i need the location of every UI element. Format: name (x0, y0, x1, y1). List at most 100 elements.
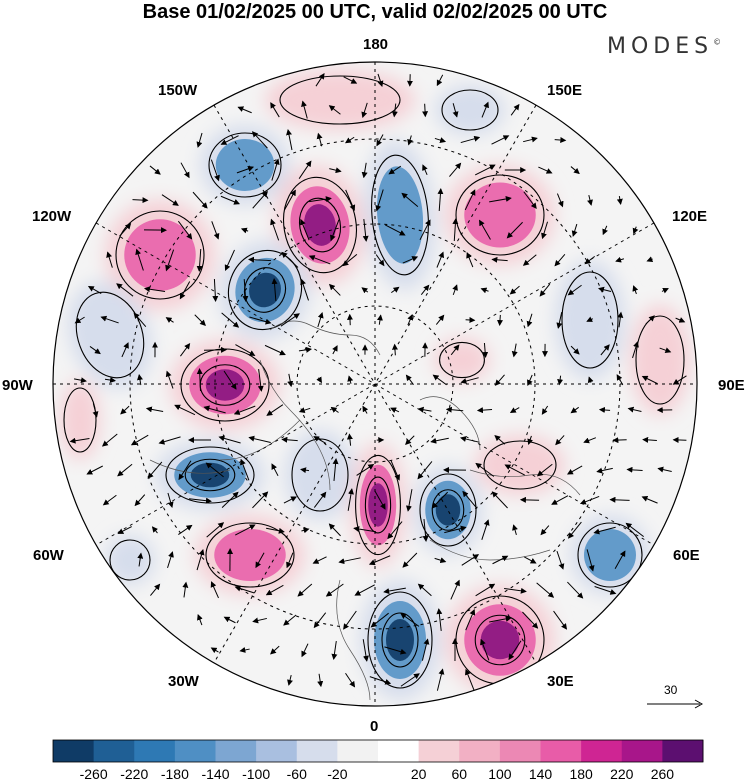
wind-vector (627, 406, 642, 413)
coastlines (149, 320, 581, 701)
wind-vector (421, 638, 430, 661)
contour-line (371, 154, 429, 276)
colorbar-label: -220 (120, 766, 149, 782)
wind-vector (612, 437, 627, 444)
wind-vector (283, 614, 297, 626)
wind-vector (242, 278, 249, 302)
wind-vector (444, 525, 467, 534)
wind-vector (436, 668, 445, 691)
wind-vector (504, 464, 525, 476)
contour-line (283, 176, 357, 274)
wind-vector (405, 435, 415, 445)
wind-vector (566, 465, 583, 475)
contour-line (63, 387, 97, 453)
wind-vector (512, 524, 518, 535)
wind-vector (452, 284, 458, 296)
wind-vector (223, 616, 236, 624)
wind-vector (385, 224, 406, 236)
wind-vector (491, 135, 510, 145)
wind-vector (641, 375, 658, 385)
wind-vector (145, 406, 164, 413)
colorbar-label: 260 (650, 766, 675, 782)
wind-vector (137, 552, 144, 567)
wind-vector (614, 550, 626, 569)
wind-vector (594, 586, 617, 595)
anomaly-halo (285, 430, 355, 520)
wind-vector (328, 105, 341, 115)
wind-vector (177, 220, 193, 240)
wind-vector (347, 488, 354, 511)
wind-vector (587, 194, 593, 206)
wind-vector (266, 404, 284, 416)
wind-vector (511, 343, 518, 358)
contour-line (355, 454, 401, 556)
lon-label-180: 180 (363, 36, 389, 53)
contour-line (115, 210, 205, 300)
wind-vector (135, 248, 144, 271)
wind-vector (593, 526, 616, 535)
lon-label-150e: 150E (547, 82, 583, 99)
wind-vector (86, 465, 103, 475)
wind-vector (450, 344, 460, 356)
wind-vector (586, 316, 594, 322)
lon-label-30e: 30E (547, 673, 574, 690)
wind-vector (130, 434, 149, 446)
wind-vector (284, 189, 296, 210)
wind-vector (117, 526, 132, 534)
wind-vector (361, 102, 368, 119)
wind-vector (645, 315, 655, 325)
wind-vector (165, 317, 174, 323)
wind-vector (642, 436, 657, 443)
wind-vector (252, 491, 269, 509)
wind-vector (436, 251, 444, 268)
wind-vector (436, 608, 443, 631)
contour-line (298, 197, 342, 253)
wind-vector (551, 495, 569, 505)
wind-vector (465, 668, 475, 691)
wind-vector (346, 433, 353, 446)
wind-vector (328, 523, 341, 537)
wind-vector (354, 584, 375, 596)
wind-vector (132, 197, 149, 204)
wind-vector (375, 254, 385, 267)
wind-vector (167, 551, 174, 569)
wind-vector (92, 403, 99, 418)
wind-vector (494, 435, 506, 445)
wind-vector (203, 405, 226, 414)
wind-vector (625, 522, 644, 538)
wind-vector (89, 346, 101, 355)
wind-vector (179, 281, 191, 300)
anomaly-center (190, 462, 230, 488)
wind-vector (361, 162, 368, 179)
wind-vector (224, 249, 235, 271)
anomaly-halo (60, 380, 100, 460)
wind-vector (523, 136, 538, 143)
wind-vector (196, 132, 203, 148)
wind-vector (280, 313, 300, 327)
wind-vector (329, 167, 342, 174)
wind-vector (223, 370, 237, 390)
wind-vector (220, 195, 240, 205)
wind-vector (194, 314, 206, 326)
wind-vector (661, 288, 669, 294)
wind-vector (632, 226, 639, 235)
wind-vector (557, 375, 564, 386)
anomaly-center (435, 494, 461, 526)
wind-vector (174, 404, 196, 416)
wind-vector (120, 405, 130, 415)
wind-vector (210, 581, 219, 599)
wind-vector (632, 341, 639, 359)
wind-vector (362, 219, 369, 242)
wind-vector (346, 313, 353, 326)
wind-vector (616, 374, 624, 386)
wind-vector (178, 524, 193, 535)
colorbar-label: 140 (528, 766, 553, 782)
wind-vector (257, 369, 264, 392)
contour-line (364, 476, 392, 534)
wind-vector (150, 583, 161, 596)
anomaly-center (386, 619, 414, 661)
lon-label-120e: 120E (672, 208, 708, 225)
anomaly-halo (265, 70, 415, 130)
wind-vector (475, 583, 496, 597)
wind-vector (237, 106, 252, 114)
